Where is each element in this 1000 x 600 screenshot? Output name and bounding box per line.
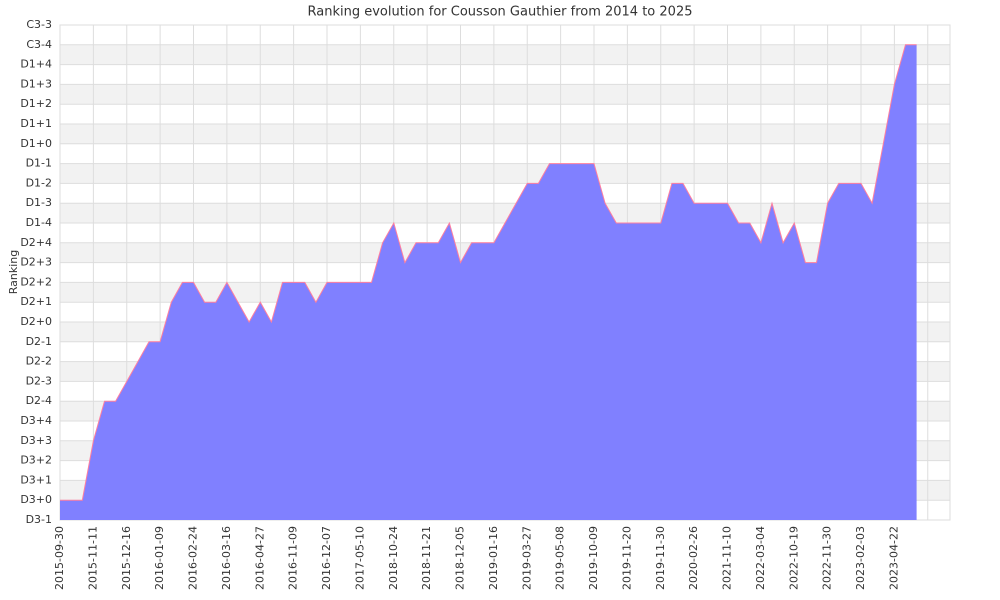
x-tick-label: 2022-03-04	[754, 526, 767, 590]
x-tick-label: 2019-11-20	[620, 526, 633, 590]
x-tick-label: 2023-02-03	[854, 526, 867, 590]
y-tick-label: D1+0	[20, 137, 52, 150]
y-tick-label: D2-1	[26, 335, 52, 348]
y-tick-label: D1+1	[20, 117, 52, 130]
y-tick-label: D1-2	[26, 176, 52, 189]
x-tick-label: 2016-03-16	[220, 526, 233, 590]
y-tick-label: D3+2	[20, 454, 52, 467]
x-tick-label: 2016-02-24	[187, 526, 200, 590]
x-tick-label: 2019-01-16	[487, 526, 500, 590]
y-tick-label: D2+0	[20, 315, 52, 328]
y-tick-label: D2+2	[20, 275, 52, 288]
area	[60, 44, 917, 521]
x-tick-label: 2021-11-10	[721, 526, 734, 590]
x-tick-label: 2023-04-22	[887, 526, 900, 590]
y-tick-label: D2+4	[20, 236, 52, 249]
y-tick-label: D1-1	[26, 157, 52, 170]
y-tick-label: D2-4	[26, 394, 52, 407]
y-tick-label: D1+2	[20, 97, 52, 110]
x-tick-label: 2019-10-09	[587, 526, 600, 590]
y-tick-label: D1+4	[20, 58, 52, 71]
x-tick-label: 2018-12-05	[454, 526, 467, 590]
y-tick-label: D1-4	[26, 216, 52, 229]
y-tick-label: D3+4	[20, 414, 52, 427]
y-tick-label: D1-3	[26, 196, 52, 209]
y-tick-label: D3+0	[20, 493, 52, 506]
chart-title: Ranking evolution for Cousson Gauthier f…	[308, 5, 693, 20]
y-tick-label: D2-2	[26, 355, 52, 368]
line	[60, 44, 917, 501]
y-tick-label: D2+3	[20, 256, 52, 269]
y-tick-label: D3-1	[26, 513, 52, 526]
x-tick-label: 2019-03-27	[520, 526, 533, 590]
y-axis-label: Ranking	[7, 250, 20, 295]
y-tick-label: D3+3	[20, 434, 52, 447]
y-tick-label: D2-3	[26, 374, 52, 387]
y-tick-label: C3-3	[26, 18, 52, 31]
x-tick-label: 2017-05-10	[353, 526, 366, 590]
x-tick-label: 2016-12-07	[320, 526, 333, 590]
x-tick-label: 2015-11-11	[86, 526, 99, 590]
y-tick-label: D3+1	[20, 473, 52, 486]
x-tick-label: 2016-01-09	[153, 526, 166, 590]
x-tick-label: 2015-12-16	[120, 526, 133, 590]
x-tick-label: 2022-11-30	[821, 526, 834, 590]
x-tick-label: 2019-11-30	[654, 526, 667, 590]
x-tick-label: 2018-11-21	[420, 526, 433, 590]
x-tick-label: 2022-10-19	[787, 526, 800, 590]
x-tick-label: 2020-02-26	[687, 526, 700, 590]
y-tick-label: C3-4	[26, 38, 52, 51]
x-tick-label: 2016-11-09	[287, 526, 300, 590]
x-tick-label: 2018-10-24	[387, 526, 400, 590]
y-tick-label: D1+3	[20, 77, 52, 90]
x-tick-label: 2016-04-27	[253, 526, 266, 590]
x-tick-label: 2015-09-30	[53, 526, 66, 590]
x-tick-label: 2019-05-08	[554, 526, 567, 590]
y-tick-label: D2+1	[20, 295, 52, 308]
